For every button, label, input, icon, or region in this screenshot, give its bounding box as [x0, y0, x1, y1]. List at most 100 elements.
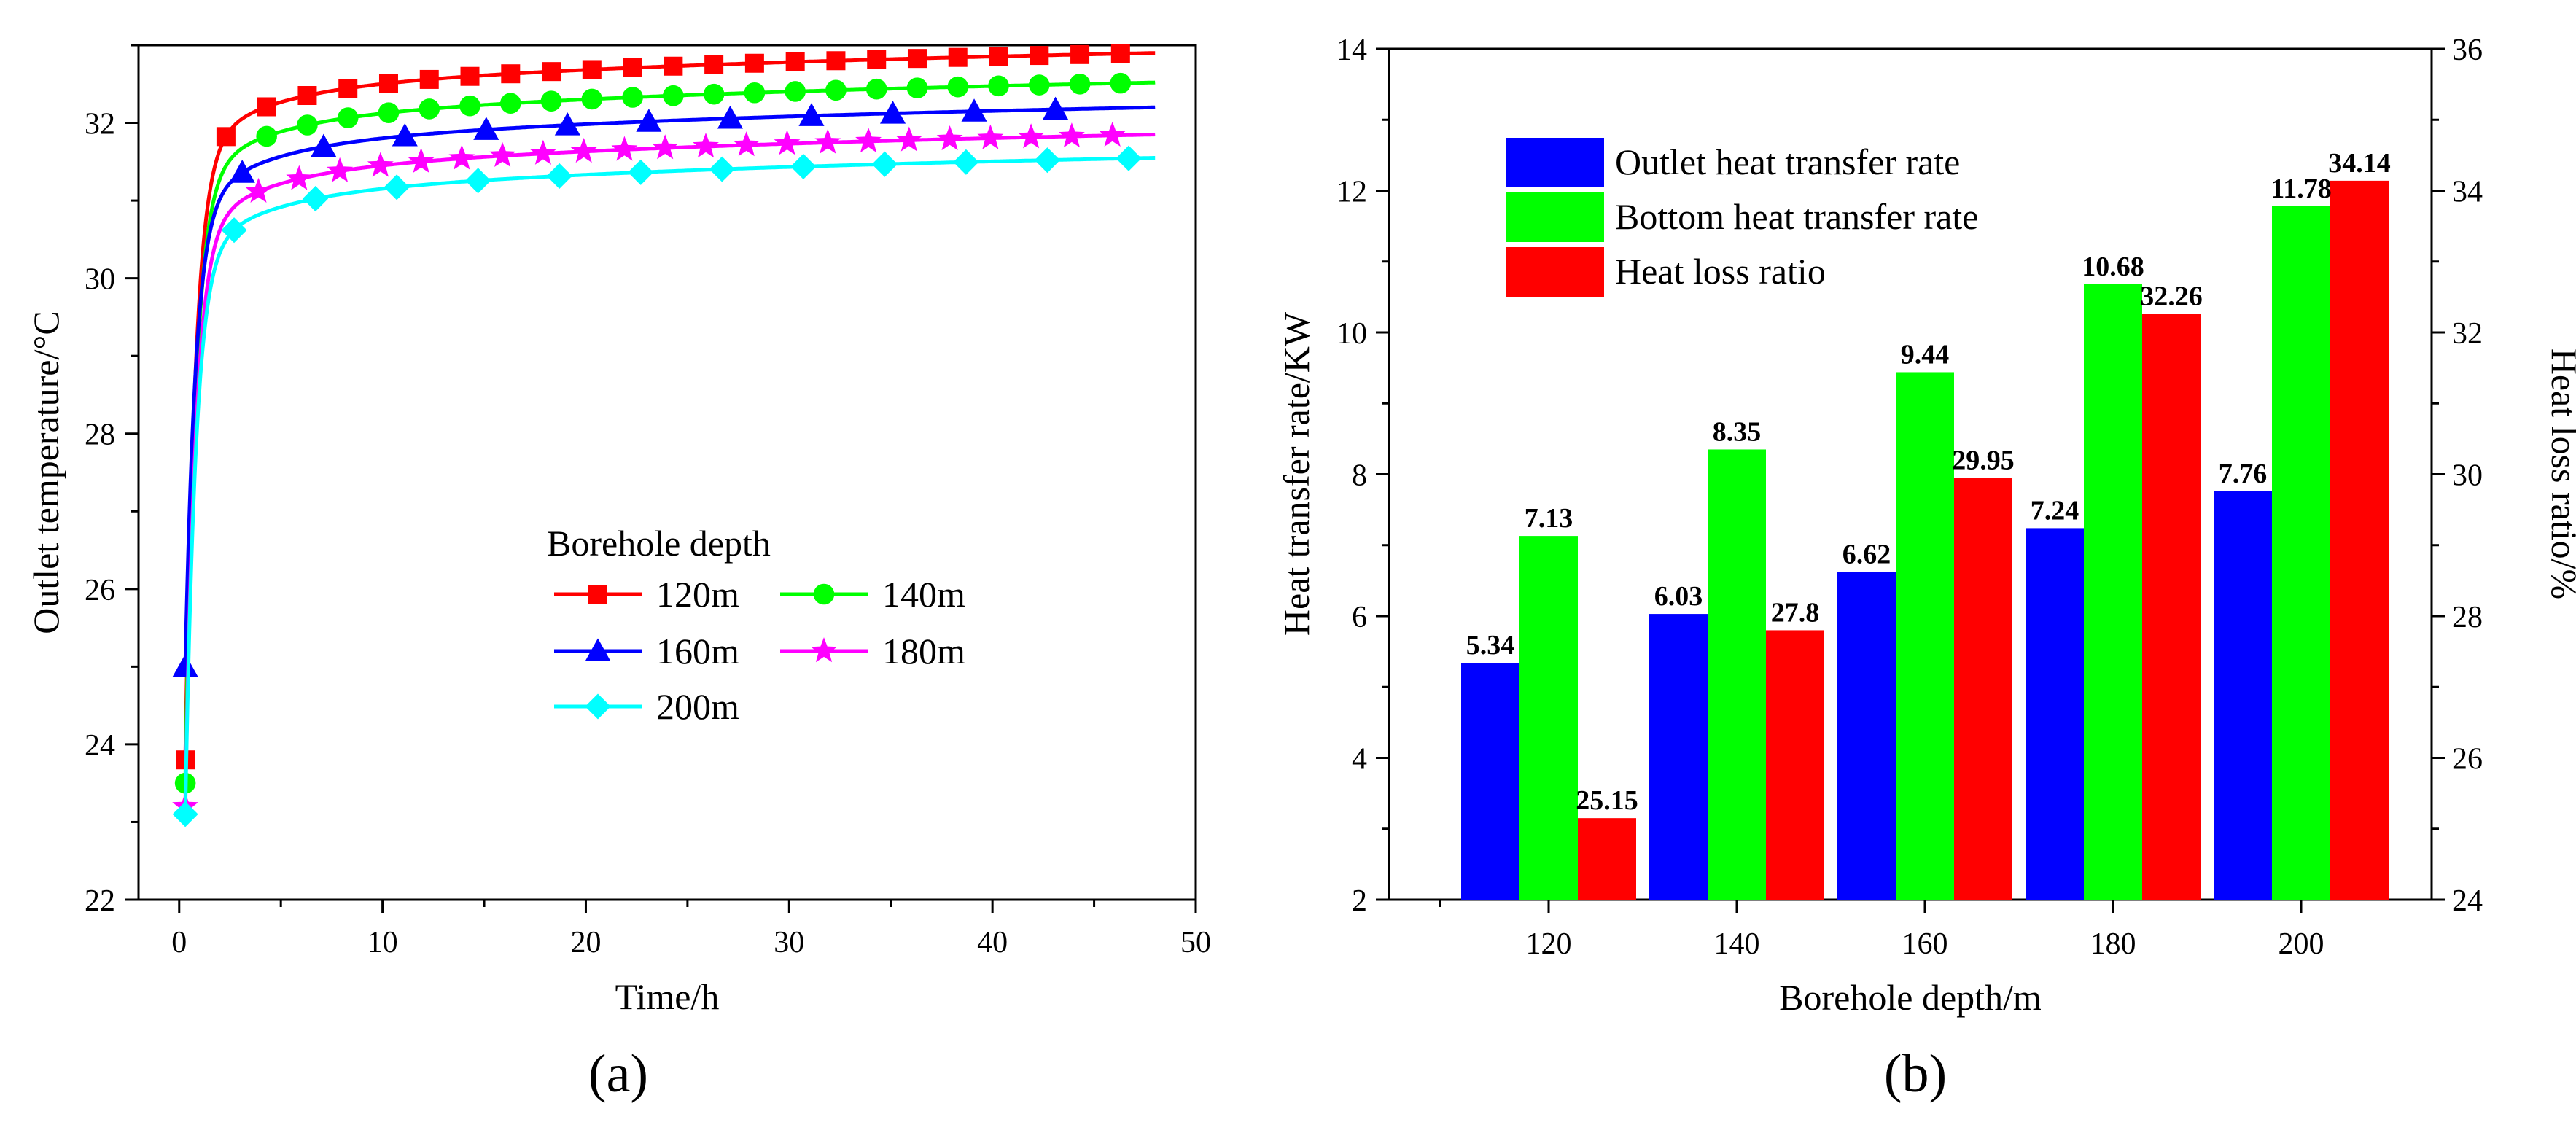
data-point-140m — [622, 87, 643, 108]
legend-marker-200m — [585, 693, 611, 720]
data-point-180m — [1059, 122, 1085, 148]
data-point-180m — [977, 124, 1004, 149]
data-point-140m — [337, 107, 359, 128]
data-point-120m — [419, 69, 439, 89]
data-point-180m — [814, 128, 841, 154]
data-point-180m — [327, 157, 353, 182]
y-tick-label: 2 — [1352, 884, 1367, 918]
bar-value-label: 6.62 — [1842, 540, 1891, 570]
data-point-180m — [611, 136, 638, 161]
legend-marker-180m — [811, 637, 837, 663]
x-tick-label: 20 — [570, 926, 601, 959]
data-point-180m — [1099, 121, 1126, 147]
y-tick-label: 14 — [1336, 34, 1367, 67]
panel-b-x-axis-label: Borehole depth/m — [1779, 977, 2042, 1018]
data-point-120m — [460, 66, 480, 86]
bar-value-label: 29.95 — [1952, 445, 2015, 475]
legend-label-200m: 200m — [656, 686, 739, 727]
data-point-140m — [947, 76, 969, 98]
data-point-120m — [338, 79, 358, 98]
legend-marker-120m — [588, 585, 607, 604]
data-point-160m — [961, 98, 987, 122]
bar-value-label: 11.78 — [2270, 174, 2331, 204]
data-point-180m — [652, 134, 679, 160]
x-tick-label: 40 — [977, 926, 1008, 959]
data-point-160m — [392, 122, 418, 147]
bar-value-label: 8.35 — [1713, 416, 1762, 447]
data-point-180m — [530, 139, 556, 165]
panel-b-y-tick-labels: 2 4 6 8 10 12 14 — [1336, 34, 1367, 918]
y-tick-label: 12 — [1336, 176, 1367, 209]
data-point-140m — [540, 90, 562, 112]
panel-b-caption-label: (b) — [1884, 1044, 1947, 1104]
bar-value-label: 25.15 — [1576, 785, 1638, 816]
data-point-140m — [663, 85, 684, 106]
data-point-140m — [703, 83, 725, 105]
panel-b-x-tick-labels: 120 140 160 180 200 — [1526, 927, 2324, 961]
data-point-180m — [367, 152, 394, 177]
y-tick-label: 4 — [1352, 743, 1367, 776]
data-point-120m — [297, 86, 317, 106]
y2-tick-label: 26 — [2452, 743, 2483, 776]
y-tick-label: 28 — [85, 418, 115, 452]
y-tick-label: 26 — [85, 574, 115, 607]
bar-Heat loss ratio-200 — [2330, 180, 2389, 900]
bar-value-label: 32.26 — [2140, 281, 2203, 312]
panel-a-legend: Borehole depth 120m 140m 160m 180m 200m — [547, 523, 965, 727]
data-point-200m — [221, 217, 247, 244]
bar-value-label: 5.34 — [1466, 630, 1515, 661]
data-point-120m — [826, 51, 846, 71]
data-point-160m — [554, 112, 580, 136]
data-point-180m — [693, 133, 719, 158]
y2-tick-label: 32 — [2452, 317, 2483, 351]
data-point-140m — [906, 77, 928, 98]
data-point-180m — [408, 147, 435, 173]
x-tick-label: 180 — [2090, 927, 2136, 961]
data-point-140m — [744, 82, 766, 104]
panel-a-legend-title: Borehole depth — [547, 523, 771, 564]
y2-tick-label: 36 — [2452, 34, 2483, 67]
bar-Heat loss ratio-160 — [1954, 478, 2012, 900]
data-point-140m — [581, 88, 603, 110]
x-tick-label: 50 — [1180, 926, 1211, 959]
data-point-180m — [245, 177, 272, 203]
y-tick-label: 32 — [85, 108, 115, 141]
data-point-120m — [1030, 46, 1049, 66]
data-point-120m — [989, 47, 1008, 66]
bar-Outlet heat transfer rate-120 — [1461, 663, 1519, 900]
data-point-160m — [879, 101, 906, 124]
data-point-120m — [664, 56, 683, 76]
data-point-160m — [229, 160, 255, 183]
panel-a-x-axis-label: Time/h — [615, 976, 720, 1017]
bar-Bottom heat transfer rate-160 — [1896, 372, 1954, 900]
bar-Heat loss ratio-180 — [2142, 314, 2201, 900]
x-tick-label: 120 — [1526, 927, 1572, 961]
bar-value-label: 10.68 — [2082, 252, 2144, 282]
data-point-200m — [953, 149, 979, 175]
bar-Outlet heat transfer rate-140 — [1649, 614, 1708, 900]
data-point-120m — [907, 49, 927, 69]
data-point-200m — [709, 156, 735, 182]
panel-a-plot-frame — [137, 44, 1197, 901]
data-point-120m — [744, 53, 764, 73]
data-point-120m — [867, 50, 887, 69]
data-point-120m — [704, 55, 724, 74]
legend-label-Heat loss ratio: Heat loss ratio — [1615, 251, 1826, 292]
y-tick-label: 10 — [1336, 317, 1367, 351]
panel-b-bar-value-labels: 5.34 7.13 25.15 6.03 8.35 27.8 6.62 9.44 29.95 7.… — [1466, 148, 2391, 816]
panel-a-caption-label: (a) — [588, 1044, 648, 1104]
legend-label-Outlet heat transfer rate: Outlet heat transfer rate — [1615, 141, 1960, 182]
data-point-160m — [717, 105, 743, 129]
data-point-120m — [216, 127, 236, 147]
data-point-140m — [988, 75, 1009, 97]
panel-b-y2-tick-labels: 24 26 28 30 32 34 36 — [2452, 34, 2483, 918]
bar-Bottom heat transfer rate-180 — [2084, 284, 2142, 900]
bar-Outlet heat transfer rate-160 — [1837, 572, 1896, 900]
data-point-180m — [489, 141, 516, 167]
data-point-120m — [582, 60, 602, 79]
data-point-140m — [1028, 74, 1050, 96]
series-line-200m — [183, 156, 1156, 814]
data-point-180m — [448, 144, 475, 170]
data-point-200m — [546, 163, 572, 189]
panel-b-bars — [1461, 180, 2389, 900]
